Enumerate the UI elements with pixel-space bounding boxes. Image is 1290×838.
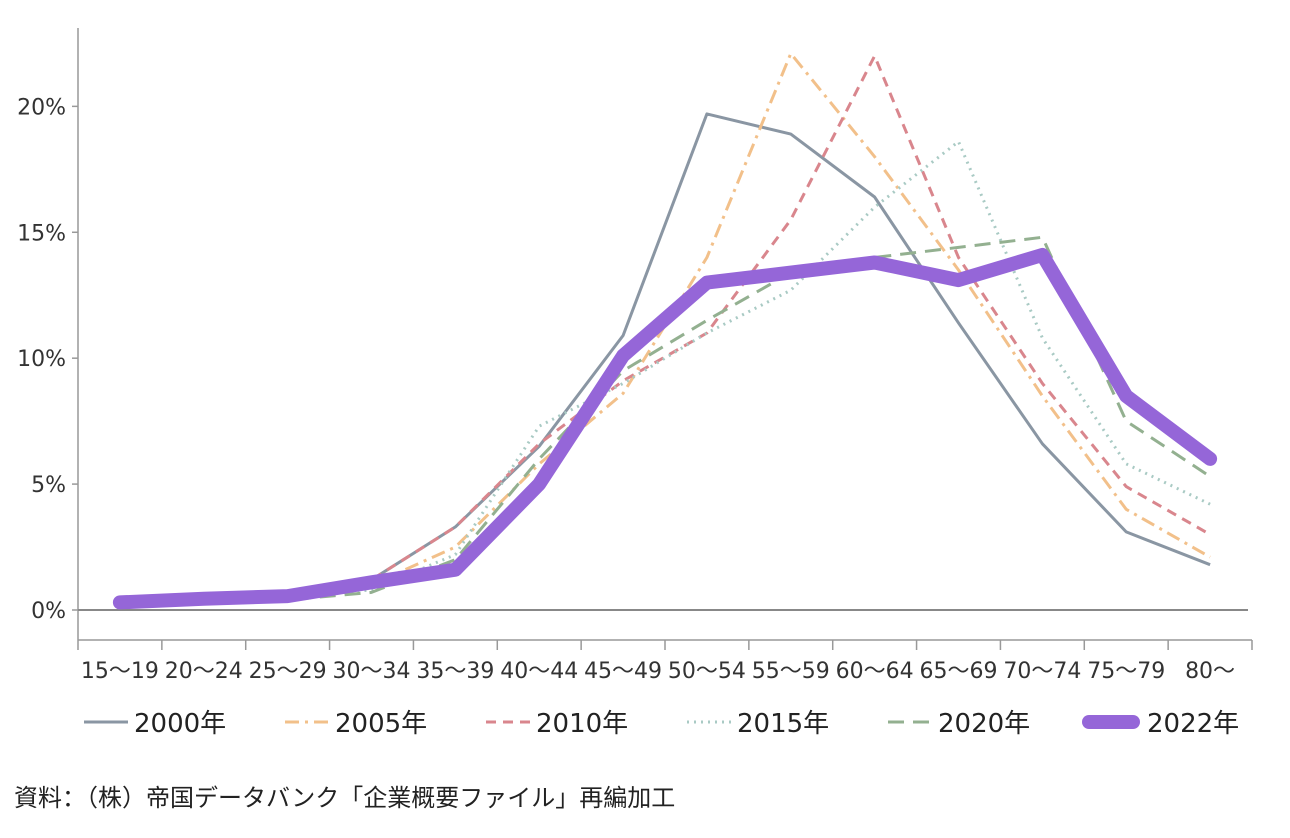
x-tick-label: 70～74 xyxy=(1003,659,1081,684)
legend-label-3: 2015年 xyxy=(737,709,829,739)
x-tick-label: 35～39 xyxy=(416,659,494,684)
legend-label-4: 2020年 xyxy=(938,709,1030,739)
chart-axes xyxy=(77,28,1252,641)
x-axis-ticks: 15～19 20～24 25～29 30～34 35～39 40～44 45～49 50～54… xyxy=(77,640,1253,684)
x-tick-label: 50～54 xyxy=(668,659,746,684)
y-tick-label: 5% xyxy=(31,473,66,498)
series-line-5 xyxy=(112,247,1218,610)
x-tick-label: 60～64 xyxy=(836,659,914,684)
series-line-4 xyxy=(119,235,1211,607)
x-tick-label: 75～79 xyxy=(1087,659,1165,684)
x-tick-label: 65～69 xyxy=(920,659,998,684)
legend-label-5: 2022年 xyxy=(1147,709,1239,739)
chart-series xyxy=(112,52,1218,610)
y-tick-label: 10% xyxy=(17,347,66,372)
y-axis-ticks: 0% 5% 10% 15% 20% xyxy=(17,95,78,624)
x-tick-label: 55～59 xyxy=(752,659,830,684)
y-tick-label: 15% xyxy=(17,221,66,246)
legend-label-0: 2000年 xyxy=(134,709,226,739)
legend: 2000年 2005年 2010年 2015年 2020年 2022年 xyxy=(84,709,1239,739)
x-tick-label: 80～ xyxy=(1185,659,1235,684)
x-tick-label: 15～19 xyxy=(81,659,159,684)
source-note: 資料：（株）帝国データバンク「企業概要ファイル」再編加工 xyxy=(14,784,676,812)
y-tick-label: 0% xyxy=(31,599,66,624)
line-chart: 0%5%10%15%20% 15～19 20～24 25～29 30～34 35～39 4… xyxy=(17,28,1253,739)
x-tick-label: 25～29 xyxy=(249,659,327,684)
x-tick-label: 20～24 xyxy=(165,659,243,684)
legend-label-2: 2010年 xyxy=(536,709,628,739)
x-tick-label: 40～44 xyxy=(500,659,578,684)
series-line-2 xyxy=(119,54,1211,607)
x-tick-label: 45～49 xyxy=(584,659,662,684)
x-tick-label: 30～34 xyxy=(333,659,411,684)
series-line-3 xyxy=(119,140,1211,607)
series-line-1 xyxy=(119,52,1211,607)
legend-label-1: 2005年 xyxy=(335,709,427,739)
y-tick-label: 20% xyxy=(17,95,66,120)
